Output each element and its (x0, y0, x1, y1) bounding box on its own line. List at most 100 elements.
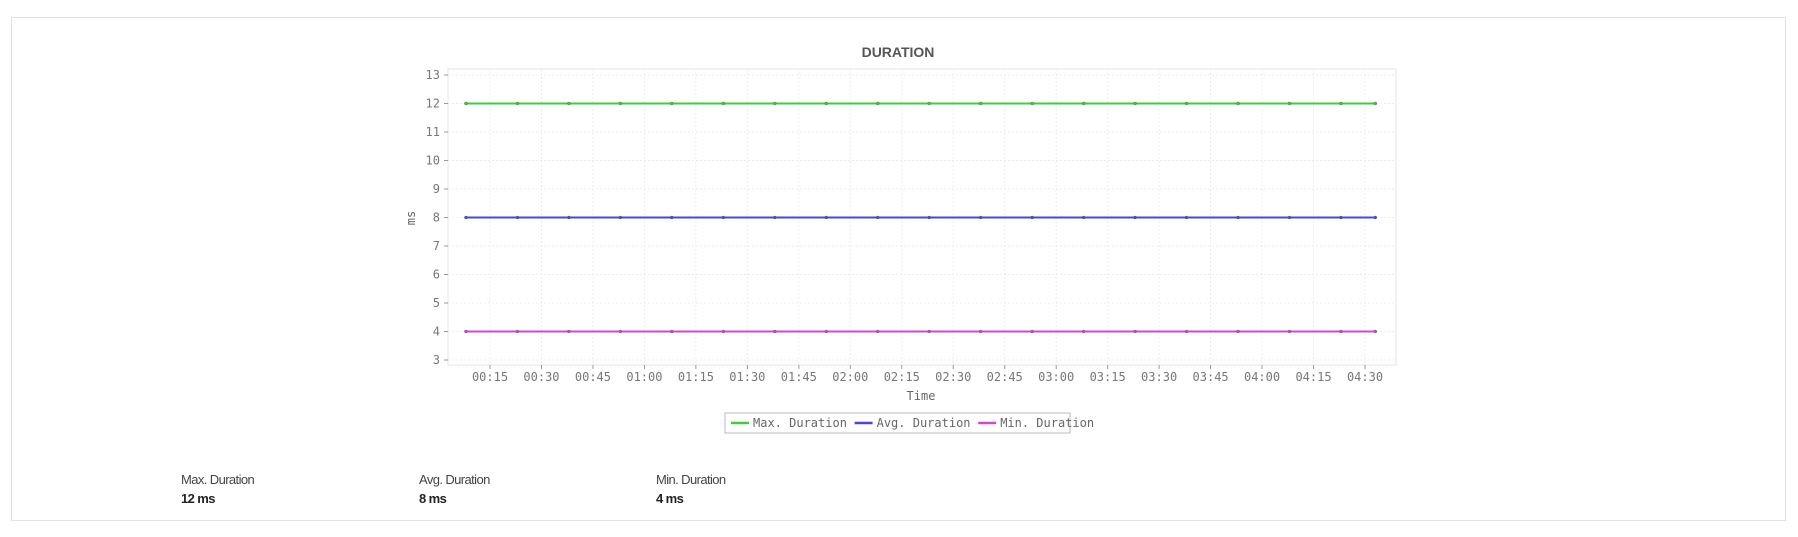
x-tick-label: 02:15 (884, 370, 920, 384)
data-point (927, 101, 931, 106)
chart-panel (11, 17, 1786, 521)
y-tick-label: 11 (426, 125, 440, 139)
summary-value: 12 ms (181, 491, 215, 506)
x-tick-label: 00:15 (472, 370, 508, 384)
y-tick-label: 12 (426, 97, 440, 111)
data-point (618, 101, 623, 106)
data-point (824, 215, 828, 220)
data-point (1373, 101, 1377, 106)
data-point (1081, 215, 1086, 220)
y-tick-label: 13 (426, 68, 440, 82)
x-tick-label: 04:15 (1295, 370, 1331, 384)
x-tick-label: 00:30 (523, 370, 559, 384)
x-tick-label: 01:30 (729, 370, 765, 384)
x-tick-label: 01:15 (678, 370, 714, 384)
summary-avg: Avg. Duration 8 ms (419, 472, 490, 506)
data-point (1339, 215, 1343, 220)
summary-label: Min. Duration (656, 472, 726, 487)
data-point (1236, 329, 1240, 334)
data-point (824, 329, 828, 334)
data-point (1287, 101, 1292, 106)
data-point (1236, 215, 1240, 220)
x-tick-label: 00:45 (575, 370, 611, 384)
data-point (1339, 329, 1343, 334)
data-point (515, 329, 520, 334)
data-point (721, 101, 726, 106)
legend-label: Avg. Duration (877, 416, 971, 430)
x-tick-label: 02:45 (987, 370, 1023, 384)
x-tick-label: 04:00 (1244, 370, 1280, 384)
data-point (515, 101, 520, 106)
data-point (978, 101, 983, 106)
x-axis-label: Time (907, 389, 936, 403)
y-tick-label: 6 (433, 268, 440, 282)
data-point (876, 329, 880, 334)
legend-label: Max. Duration (753, 416, 847, 430)
data-point (1184, 329, 1189, 334)
data-point (773, 215, 777, 220)
data-point (464, 101, 468, 106)
y-tick-label: 7 (433, 239, 440, 253)
data-point (670, 329, 674, 334)
summary-value: 8 ms (419, 491, 447, 506)
x-tick-label: 03:30 (1141, 370, 1177, 384)
data-point (978, 329, 983, 334)
summary-min: Min. Duration 4 ms (656, 472, 726, 506)
data-point (670, 101, 674, 106)
data-point (876, 101, 880, 106)
data-point (515, 215, 520, 220)
data-point (927, 329, 931, 334)
x-tick-label: 01:45 (781, 370, 817, 384)
summary-label: Max. Duration (181, 472, 255, 487)
x-tick-label: 01:00 (626, 370, 662, 384)
data-point (567, 101, 571, 106)
data-point (978, 215, 983, 220)
data-point (1373, 215, 1377, 220)
x-tick-label: 03:15 (1090, 370, 1126, 384)
data-point (1081, 101, 1086, 106)
data-point (1184, 101, 1189, 106)
data-point (1236, 101, 1240, 106)
x-tick-label: 02:30 (935, 370, 971, 384)
data-point (618, 215, 623, 220)
data-point (1081, 329, 1086, 334)
x-tick-label: 03:00 (1038, 370, 1074, 384)
data-point (1287, 215, 1292, 220)
y-axis-label: ms (404, 211, 418, 225)
y-tick-label: 8 (433, 211, 440, 225)
data-point (1373, 329, 1377, 334)
data-point (1030, 329, 1034, 334)
data-point (1184, 215, 1189, 220)
data-point (1133, 215, 1137, 220)
summary-label: Avg. Duration (419, 472, 490, 487)
data-point (773, 329, 777, 334)
legend-box (724, 412, 1071, 434)
data-point (721, 215, 726, 220)
data-point (1030, 215, 1034, 220)
y-tick-label: 3 (433, 353, 440, 367)
data-point (876, 215, 880, 220)
y-tick-label: 5 (433, 296, 440, 310)
data-point (1030, 101, 1034, 106)
data-point (567, 329, 571, 334)
data-point (773, 101, 777, 106)
data-point (927, 215, 931, 220)
data-point (824, 101, 828, 106)
data-point (1287, 329, 1292, 334)
data-point (1133, 101, 1137, 106)
summary-max: Max. Duration 12 ms (181, 472, 255, 506)
chart-title: DURATION (862, 44, 935, 60)
data-point (618, 329, 623, 334)
x-tick-label: 03:45 (1193, 370, 1229, 384)
data-point (567, 215, 571, 220)
data-point (464, 329, 468, 334)
data-point (1339, 101, 1343, 106)
y-tick-label: 9 (433, 182, 440, 196)
summary-value: 4 ms (656, 491, 684, 506)
y-tick-label: 4 (433, 325, 440, 339)
data-point (1133, 329, 1137, 334)
data-point (670, 215, 674, 220)
x-tick-label: 04:30 (1347, 370, 1383, 384)
legend-label: Min. Duration (1000, 416, 1094, 430)
